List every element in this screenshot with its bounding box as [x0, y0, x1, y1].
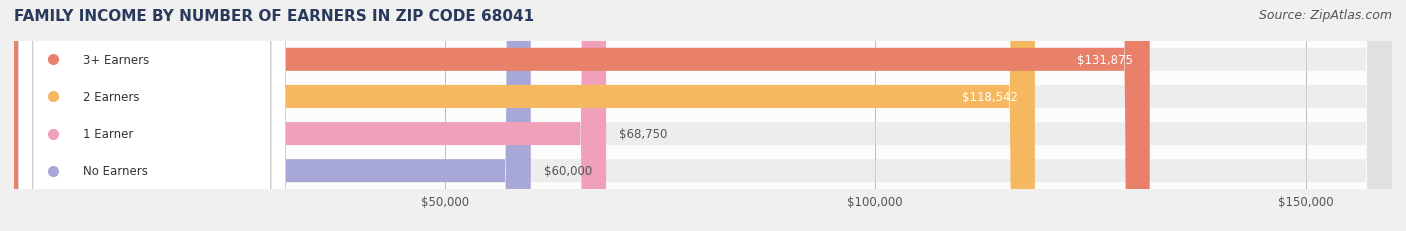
- FancyBboxPatch shape: [14, 152, 1392, 189]
- FancyBboxPatch shape: [14, 0, 606, 231]
- FancyBboxPatch shape: [14, 0, 1392, 231]
- FancyBboxPatch shape: [14, 0, 1035, 231]
- FancyBboxPatch shape: [14, 0, 1392, 231]
- FancyBboxPatch shape: [18, 0, 285, 231]
- Text: 3+ Earners: 3+ Earners: [83, 54, 149, 67]
- FancyBboxPatch shape: [14, 0, 1150, 231]
- FancyBboxPatch shape: [18, 0, 285, 231]
- FancyBboxPatch shape: [14, 0, 1392, 231]
- Text: $131,875: $131,875: [1077, 54, 1132, 67]
- Text: $118,542: $118,542: [962, 91, 1018, 103]
- FancyBboxPatch shape: [14, 116, 1392, 152]
- Text: $68,750: $68,750: [619, 128, 668, 140]
- Text: $60,000: $60,000: [544, 164, 592, 177]
- FancyBboxPatch shape: [18, 0, 285, 231]
- FancyBboxPatch shape: [14, 0, 1392, 231]
- FancyBboxPatch shape: [14, 0, 531, 231]
- Text: No Earners: No Earners: [83, 164, 148, 177]
- FancyBboxPatch shape: [14, 42, 1392, 79]
- FancyBboxPatch shape: [14, 79, 1392, 116]
- FancyBboxPatch shape: [18, 0, 285, 231]
- Text: FAMILY INCOME BY NUMBER OF EARNERS IN ZIP CODE 68041: FAMILY INCOME BY NUMBER OF EARNERS IN ZI…: [14, 9, 534, 24]
- Text: 1 Earner: 1 Earner: [83, 128, 134, 140]
- Text: 2 Earners: 2 Earners: [83, 91, 139, 103]
- Text: Source: ZipAtlas.com: Source: ZipAtlas.com: [1258, 9, 1392, 22]
